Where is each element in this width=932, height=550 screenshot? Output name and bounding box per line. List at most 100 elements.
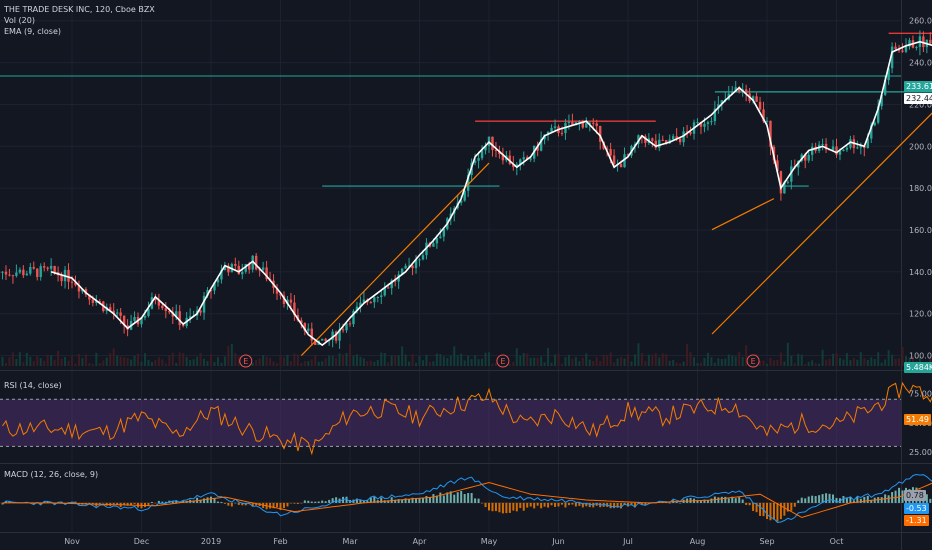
x-tick-label: Mar (342, 537, 358, 546)
candle-body (77, 285, 81, 292)
volume-bar (43, 360, 46, 366)
candle-body (654, 140, 657, 148)
volume-bar (873, 358, 876, 366)
rsi-legend: RSI (14, close) (4, 380, 62, 391)
volume-bar (317, 361, 320, 366)
macd-histogram-bar (595, 502, 598, 506)
macd-histogram-bar (213, 497, 216, 503)
volume-bar (53, 359, 56, 366)
macd-histogram-bar (331, 498, 334, 503)
candle-body (376, 297, 379, 299)
y-tick-label: 140.00 (909, 268, 932, 277)
ema-indicator-label[interactable]: EMA (9, close) (4, 27, 61, 36)
candle-body (223, 265, 227, 271)
volume-bars (0, 342, 932, 366)
volume-bar (216, 357, 219, 366)
volume-bar (804, 363, 807, 366)
macd-histogram-bar (46, 501, 49, 503)
candle-body (883, 80, 887, 95)
macd-histogram-bar (116, 502, 119, 505)
earnings-markers[interactable]: EEEE (239, 354, 932, 368)
candle-body (689, 132, 692, 134)
macd-histogram-bar (554, 502, 557, 507)
volume-bar (314, 355, 317, 366)
volume-bar (769, 357, 772, 366)
volume-bar (898, 358, 901, 366)
candle-body (810, 146, 814, 155)
volume-bar (821, 349, 824, 366)
volume-bar (682, 361, 685, 366)
volume-bar (929, 356, 932, 366)
volume-bar (50, 355, 53, 366)
volume-bar (724, 358, 727, 366)
macd-histogram-bar (494, 502, 497, 512)
volume-bar (894, 358, 897, 366)
macd-histogram-bar (828, 493, 831, 503)
candle-body (307, 328, 310, 331)
volume-bar (762, 360, 765, 366)
macd-histogram-bar (463, 494, 466, 503)
earnings-marker[interactable]: E (746, 354, 760, 368)
macd-histogram-bar (842, 496, 845, 503)
macd-histogram-bar (526, 502, 529, 508)
x-tick-label: Dec (134, 537, 149, 546)
candle-body (717, 104, 720, 109)
candle-body (623, 154, 626, 168)
candle-body (758, 101, 762, 110)
candle-body (164, 308, 168, 312)
volume-bar (491, 363, 494, 366)
volume-bar (908, 357, 911, 366)
macd-histogram-bar (362, 500, 365, 503)
candle-body (112, 310, 115, 314)
vol-indicator-label[interactable]: Vol (20) (4, 16, 35, 25)
candle-body (407, 265, 411, 267)
candle-body (39, 266, 42, 277)
symbol-title[interactable]: THE TRADE DESK INC, 120, Cboe BZX (4, 5, 155, 14)
volume-bar (651, 354, 654, 366)
macd-histogram-bar (859, 498, 862, 503)
candle-body (494, 149, 498, 151)
volume-bar (324, 358, 327, 366)
volume-bar (168, 355, 171, 366)
candle-body (43, 266, 46, 268)
volume-bar (842, 359, 845, 366)
candle-body (713, 108, 717, 122)
volume-bar (717, 358, 720, 366)
macd-histogram-bar (317, 501, 320, 503)
volume-bar (644, 360, 647, 366)
candle-body (658, 139, 661, 148)
macd-histogram-bar (835, 497, 838, 503)
candle-body (609, 149, 612, 156)
candle-body (651, 138, 654, 141)
candle-body (599, 125, 602, 142)
macd-histogram-bar (866, 495, 869, 503)
rsi-indicator-label[interactable]: RSI (14, close) (4, 381, 62, 390)
macd-histogram-bar (484, 502, 487, 508)
volume-bar (143, 353, 146, 366)
volume-bar (415, 362, 418, 366)
volume-bar (161, 359, 164, 366)
volume-bar (154, 360, 157, 366)
earnings-letter: E (500, 357, 505, 366)
earnings-marker[interactable]: E (496, 354, 510, 368)
macd-indicator-label[interactable]: MACD (12, 26, close, 9) (4, 470, 99, 479)
volume-bar (8, 357, 11, 366)
candle-body (22, 269, 25, 276)
macd-histogram-bar (439, 492, 442, 503)
macd-histogram-bar (832, 494, 835, 503)
volume-bar (196, 356, 199, 366)
earnings-marker[interactable]: E (239, 354, 253, 368)
volume-bar (258, 358, 261, 366)
macd-histogram-bar (724, 496, 727, 503)
volume-bar (116, 355, 119, 366)
macd-signal-label: -1.31 (904, 515, 929, 526)
macd-histogram-bar (307, 500, 310, 503)
macd-histogram-bar (453, 494, 456, 503)
macd-histogram-bar (425, 496, 428, 503)
trendline (711, 112, 932, 335)
trendlines[interactable] (300, 104, 932, 356)
macd-histogram-bar (821, 494, 824, 503)
volume-bar (286, 354, 289, 366)
candle-body (644, 136, 647, 143)
